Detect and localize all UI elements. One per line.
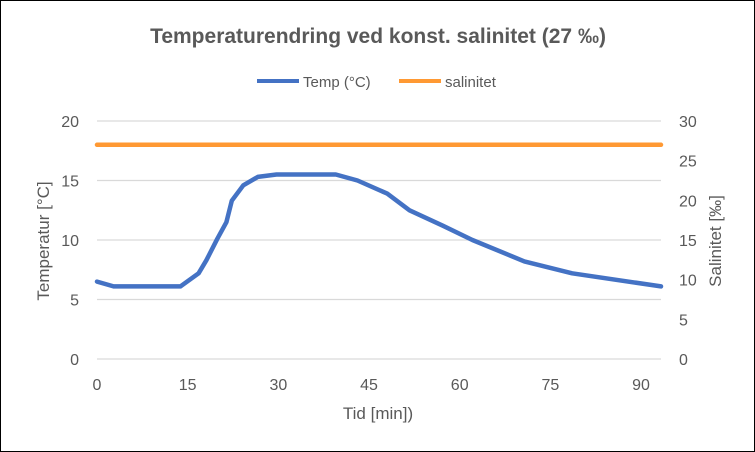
y2-tick-label: 15 [679, 233, 697, 250]
y2-tick-label: 10 [679, 273, 697, 290]
y-tick-label: 0 [70, 352, 79, 369]
y2-tick-label: 25 [679, 154, 697, 171]
legend-label-salinitet: salinitet [445, 74, 497, 91]
legend: Temp (°C) salinitet [257, 74, 497, 91]
y-tick-label: 20 [61, 114, 79, 131]
x-tick-label: 15 [179, 377, 197, 394]
legend-label-temp: Temp (°C) [303, 74, 371, 91]
y2-axis-title: Salinitet [‰] [706, 195, 725, 287]
y-tick-label: 10 [61, 233, 79, 250]
chart-title: Temperaturendring ved konst. salinitet (… [150, 25, 606, 48]
x-tick-label: 30 [269, 377, 287, 394]
x-tick-label: 75 [541, 377, 559, 394]
x-axis-title: Tid [min]) [343, 404, 413, 423]
y2-tick-label: 0 [679, 352, 688, 369]
y-tick-label: 15 [61, 174, 79, 191]
y-axis-title: Temperatur [°C] [34, 181, 53, 300]
x-tick-label: 45 [360, 377, 378, 394]
x-tick-label: 0 [93, 377, 102, 394]
y-tick-label: 5 [70, 293, 79, 310]
y2-tick-label: 30 [679, 114, 697, 131]
x-tick-label: 90 [632, 377, 650, 394]
y2-tick-label: 5 [679, 312, 688, 329]
x-tick-label: 60 [451, 377, 469, 394]
y2-tick-label: 20 [679, 193, 697, 210]
series-line-temp [94, 172, 664, 289]
